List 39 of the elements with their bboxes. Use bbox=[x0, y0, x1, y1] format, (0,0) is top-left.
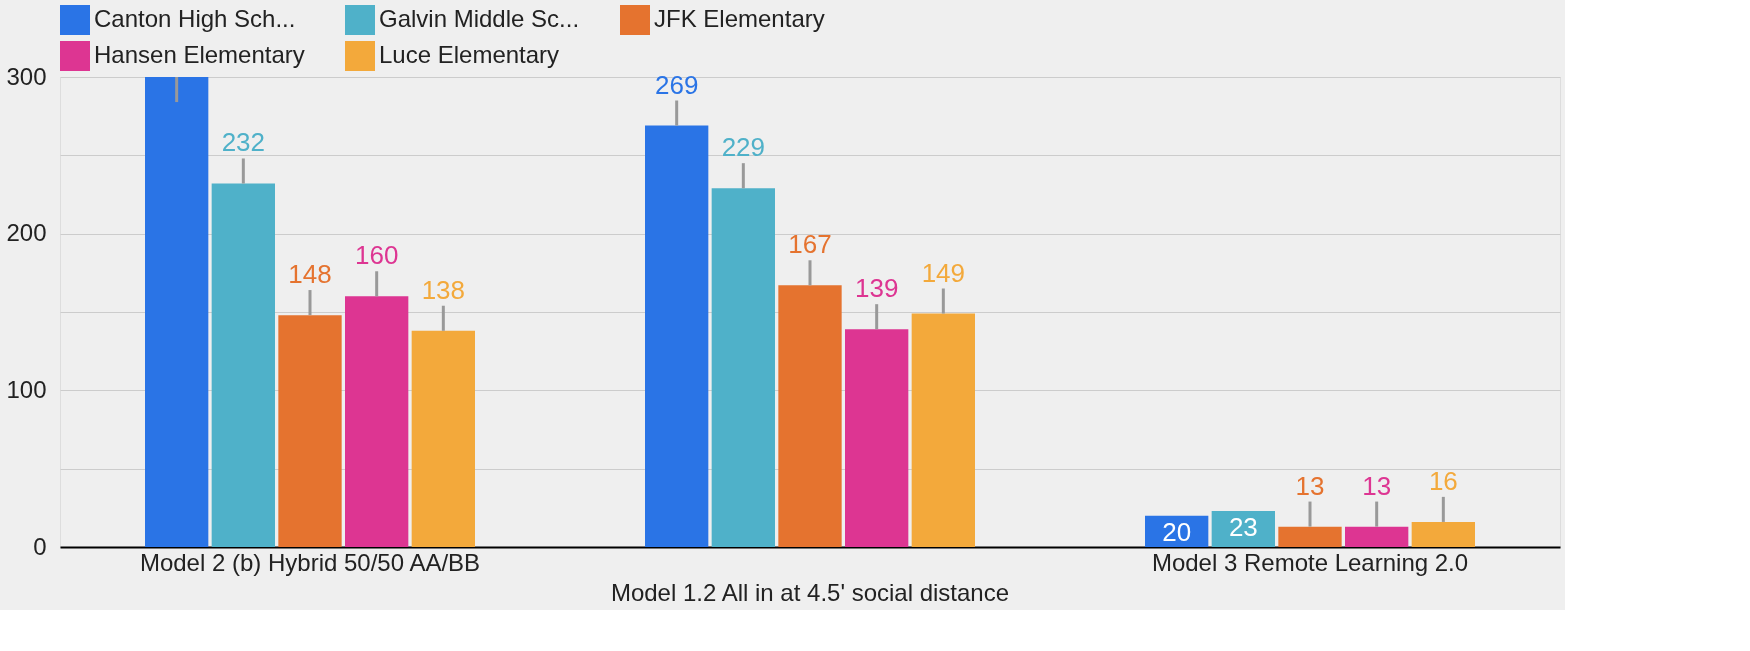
data-label: 269 bbox=[654, 69, 699, 100]
bar bbox=[278, 315, 342, 547]
legend-label: Luce Elementary bbox=[379, 41, 560, 68]
data-label: 138 bbox=[421, 274, 466, 305]
data-label: 20 bbox=[1162, 516, 1192, 547]
y-tick-label: 0 bbox=[33, 532, 47, 560]
data-label: 167 bbox=[788, 229, 832, 260]
data-label: 229 bbox=[721, 132, 766, 163]
x-tick-label: Model 2 (b) Hybrid 50/50 AA/BB bbox=[139, 548, 481, 576]
data-label: 23 bbox=[1228, 511, 1258, 542]
bar bbox=[145, 77, 209, 547]
data-label: 139 bbox=[854, 273, 899, 304]
x-tick-label: Model 3 Remote Learning 2.0 bbox=[1151, 548, 1469, 576]
bar bbox=[1411, 521, 1475, 547]
data-label: 13 bbox=[1295, 470, 1325, 501]
y-tick-label: 300 bbox=[6, 62, 47, 90]
data-label: 16 bbox=[1428, 465, 1458, 496]
data-label: 148 bbox=[288, 259, 332, 290]
legend-label: JFK Elementary bbox=[654, 5, 825, 32]
bar bbox=[1345, 526, 1409, 547]
bar bbox=[345, 296, 409, 547]
bar bbox=[211, 183, 275, 547]
bar bbox=[1278, 526, 1342, 547]
data-label: 160 bbox=[354, 240, 399, 271]
bar bbox=[911, 313, 975, 547]
y-tick-label: 200 bbox=[6, 219, 47, 247]
data-label: 13 bbox=[1362, 470, 1392, 501]
data-label: 232 bbox=[221, 127, 266, 158]
legend-label: Galvin Middle Sc... bbox=[379, 5, 580, 32]
legend-label: Canton High Sch... bbox=[94, 5, 296, 32]
legend-label: Hansen Elementary bbox=[94, 41, 305, 68]
bar bbox=[845, 329, 909, 547]
x-tick-label: Model 1.2 All in at 4.5' social distance bbox=[610, 578, 1010, 606]
y-tick-label: 100 bbox=[6, 375, 47, 403]
bar bbox=[411, 330, 475, 547]
bar bbox=[645, 125, 709, 547]
bar bbox=[711, 188, 775, 547]
bar bbox=[778, 285, 842, 547]
data-label: 149 bbox=[921, 257, 966, 288]
